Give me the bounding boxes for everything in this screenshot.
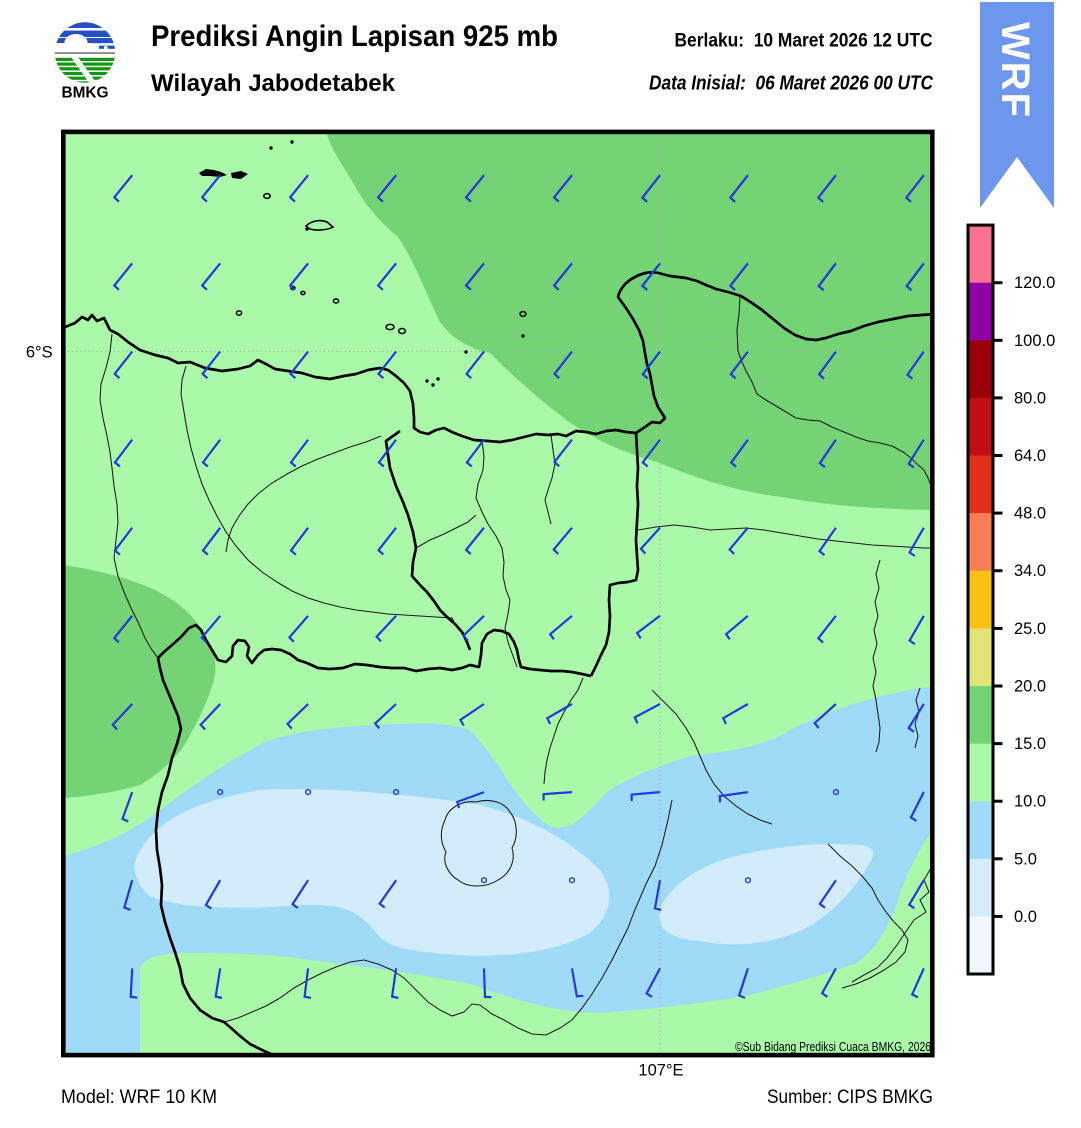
svg-text:0.0: 0.0: [1014, 908, 1037, 926]
svg-text:BMKG: BMKG: [62, 85, 109, 102]
svg-text:Berlaku: 10 Maret 2026 12 UTC: Berlaku: 10 Maret 2026 12 UTC: [675, 30, 933, 52]
svg-text:25.0: 25.0: [1014, 620, 1046, 638]
svg-text:Wilayah Jabodetabek: Wilayah Jabodetabek: [151, 70, 396, 97]
svg-text:Model: WRF 10 KM: Model: WRF 10 KM: [61, 1087, 217, 1108]
svg-text:48.0: 48.0: [1014, 505, 1046, 523]
svg-text:64.0: 64.0: [1014, 447, 1046, 465]
svg-text:20.0: 20.0: [1014, 678, 1046, 696]
svg-text:WRF: WRF: [993, 22, 1037, 119]
svg-text:100.0: 100.0: [1014, 332, 1055, 350]
svg-text:120.0: 120.0: [1014, 274, 1055, 292]
svg-text:107°E: 107°E: [638, 1062, 683, 1080]
svg-text:15.0: 15.0: [1014, 735, 1046, 753]
svg-text:©Sub Bidang Prediksi Cuaca BMK: ©Sub Bidang Prediksi Cuaca BMKG, 2026: [735, 1040, 931, 1054]
svg-text:5.0: 5.0: [1014, 850, 1037, 868]
svg-text:80.0: 80.0: [1014, 389, 1046, 407]
svg-text:10.0: 10.0: [1014, 793, 1046, 811]
svg-text:Data Inisial: 06 Maret 2026 0: Data Inisial: 06 Maret 2026 00 UTC: [649, 72, 933, 94]
svg-text:Sumber: CIPS BMKG: Sumber: CIPS BMKG: [767, 1087, 933, 1108]
svg-text:Prediksi Angin Lapisan 925 mb: Prediksi Angin Lapisan 925 mb: [151, 20, 558, 53]
svg-text:34.0: 34.0: [1014, 562, 1046, 580]
svg-text:6°S: 6°S: [26, 344, 53, 362]
